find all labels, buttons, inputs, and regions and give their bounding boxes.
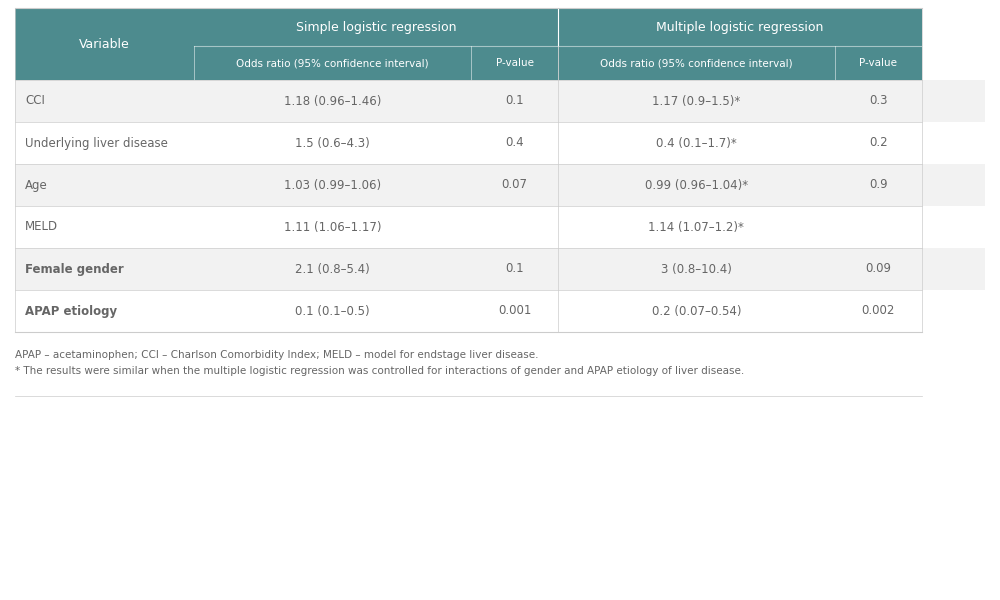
Bar xyxy=(15,206,985,248)
Text: P-value: P-value xyxy=(859,58,897,68)
Text: 0.4 (0.1–1.7)*: 0.4 (0.1–1.7)* xyxy=(656,136,737,149)
Text: 0.9: 0.9 xyxy=(869,179,888,191)
Text: 0.07: 0.07 xyxy=(502,179,528,191)
Bar xyxy=(15,122,985,164)
Text: Female gender: Female gender xyxy=(25,263,124,275)
Text: 1.11 (1.06–1.17): 1.11 (1.06–1.17) xyxy=(284,220,381,233)
Text: APAP – acetaminophen; CCI – Charlson Comorbidity Index; MELD – model for endstag: APAP – acetaminophen; CCI – Charlson Com… xyxy=(15,350,538,360)
Text: Odds ratio (95% confidence interval): Odds ratio (95% confidence interval) xyxy=(600,58,793,68)
Text: APAP etiology: APAP etiology xyxy=(25,304,117,317)
Bar xyxy=(558,46,835,80)
Text: 1.14 (1.07–1.2)*: 1.14 (1.07–1.2)* xyxy=(648,220,744,233)
Text: 0.002: 0.002 xyxy=(862,304,895,317)
Text: 1.03 (0.99–1.06): 1.03 (0.99–1.06) xyxy=(284,179,381,191)
Text: Odds ratio (95% confidence interval): Odds ratio (95% confidence interval) xyxy=(236,58,429,68)
Text: 0.1 (0.1–0.5): 0.1 (0.1–0.5) xyxy=(295,304,370,317)
Text: 1.18 (0.96–1.46): 1.18 (0.96–1.46) xyxy=(284,94,381,107)
Bar xyxy=(194,8,558,46)
Text: Multiple logistic regression: Multiple logistic regression xyxy=(656,20,824,34)
Text: 0.3: 0.3 xyxy=(869,94,888,107)
Text: 0.1: 0.1 xyxy=(505,263,524,275)
Bar xyxy=(471,46,558,80)
Bar xyxy=(194,46,471,80)
Bar xyxy=(835,46,922,80)
Text: Underlying liver disease: Underlying liver disease xyxy=(25,136,168,149)
Bar xyxy=(15,164,985,206)
Text: 2.1 (0.8–5.4): 2.1 (0.8–5.4) xyxy=(295,263,370,275)
Bar xyxy=(558,8,922,46)
Text: 3 (0.8–10.4): 3 (0.8–10.4) xyxy=(661,263,732,275)
Text: 0.99 (0.96–1.04)*: 0.99 (0.96–1.04)* xyxy=(645,179,748,191)
Text: MELD: MELD xyxy=(25,220,58,233)
Bar xyxy=(15,80,985,122)
Text: 0.2 (0.07–0.54): 0.2 (0.07–0.54) xyxy=(652,304,741,317)
Text: 1.17 (0.9–1.5)*: 1.17 (0.9–1.5)* xyxy=(652,94,741,107)
Text: P-value: P-value xyxy=(496,58,534,68)
Bar xyxy=(15,248,985,290)
Text: 0.001: 0.001 xyxy=(498,304,531,317)
Text: 0.09: 0.09 xyxy=(865,263,891,275)
Text: Variable: Variable xyxy=(79,37,130,50)
Text: 1.5 (0.6–4.3): 1.5 (0.6–4.3) xyxy=(295,136,370,149)
Text: * The results were similar when the multiple logistic regression was controlled : * The results were similar when the mult… xyxy=(15,366,744,376)
Bar xyxy=(15,8,194,80)
Text: Simple logistic regression: Simple logistic regression xyxy=(296,20,457,34)
Text: 0.1: 0.1 xyxy=(505,94,524,107)
Text: 0.2: 0.2 xyxy=(869,136,888,149)
Bar xyxy=(15,290,985,332)
Text: 0.4: 0.4 xyxy=(505,136,524,149)
Text: CCI: CCI xyxy=(25,94,45,107)
Text: Age: Age xyxy=(25,179,48,191)
